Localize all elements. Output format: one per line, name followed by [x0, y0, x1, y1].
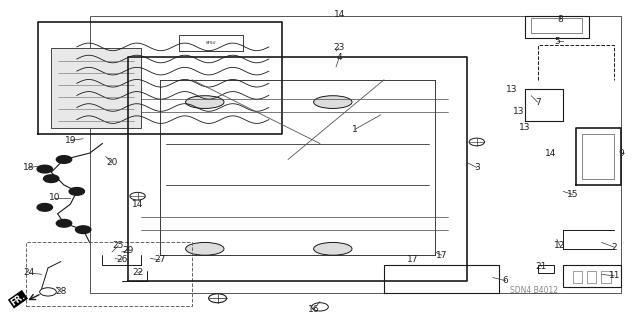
Text: 3: 3: [474, 163, 479, 172]
Text: 17: 17: [436, 251, 447, 260]
Circle shape: [37, 204, 52, 211]
Text: FR.: FR.: [9, 291, 27, 307]
Text: 10: 10: [49, 193, 60, 202]
Text: 6: 6: [503, 276, 508, 285]
Circle shape: [56, 219, 72, 227]
Text: 17: 17: [407, 256, 419, 264]
Text: 19: 19: [65, 136, 76, 145]
Circle shape: [37, 165, 52, 173]
Text: 8: 8: [557, 15, 563, 24]
Text: 18: 18: [23, 163, 35, 172]
Circle shape: [76, 226, 91, 234]
Text: SDN4 B4012: SDN4 B4012: [511, 286, 558, 295]
Text: 7: 7: [535, 98, 540, 107]
Text: 13: 13: [513, 107, 524, 116]
Bar: [531, 18, 582, 33]
Text: 29: 29: [122, 246, 134, 255]
Bar: [587, 271, 596, 283]
Ellipse shape: [186, 242, 224, 255]
Bar: [26, 242, 192, 306]
Text: 13: 13: [506, 85, 518, 94]
Text: SFSU: SFSU: [206, 41, 216, 45]
Ellipse shape: [186, 96, 224, 108]
Bar: [601, 271, 611, 283]
Text: 4: 4: [337, 53, 342, 62]
Text: 24: 24: [23, 268, 35, 277]
Text: FR.: FR.: [9, 291, 27, 307]
Text: 14: 14: [333, 10, 345, 19]
Ellipse shape: [314, 96, 352, 108]
Text: 22: 22: [132, 268, 143, 277]
Text: 14: 14: [545, 149, 556, 158]
Text: 27: 27: [154, 256, 166, 264]
Bar: [525, 16, 589, 38]
Bar: [538, 265, 554, 273]
Bar: [51, 48, 141, 128]
Text: 9: 9: [618, 149, 623, 158]
Text: 25: 25: [113, 241, 124, 250]
Bar: [563, 265, 621, 287]
Text: 2: 2: [612, 243, 617, 252]
Text: 12: 12: [554, 241, 566, 250]
Bar: [582, 134, 614, 179]
Text: 5: 5: [554, 37, 559, 46]
Text: 21: 21: [535, 262, 547, 271]
Text: 26: 26: [116, 256, 127, 264]
Text: 11: 11: [609, 271, 620, 280]
Text: 28: 28: [55, 287, 67, 296]
Text: 20: 20: [106, 158, 118, 167]
Bar: [90, 16, 621, 293]
Ellipse shape: [314, 242, 352, 255]
Text: 1: 1: [353, 125, 358, 134]
Text: 13: 13: [519, 123, 531, 132]
Text: 15: 15: [567, 190, 579, 199]
Text: 16: 16: [308, 305, 319, 314]
Text: 14: 14: [132, 200, 143, 209]
Bar: [573, 271, 582, 283]
Text: 23: 23: [333, 43, 345, 52]
Circle shape: [56, 156, 72, 163]
Circle shape: [44, 175, 59, 182]
Bar: [179, 35, 243, 51]
Circle shape: [69, 188, 84, 195]
